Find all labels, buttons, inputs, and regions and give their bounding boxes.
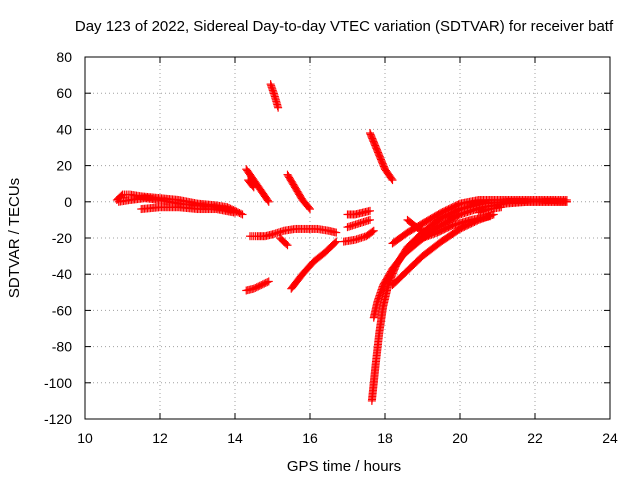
x-tick-label: 14 — [227, 430, 243, 446]
series-arc-16 — [366, 129, 397, 185]
y-tick-label: 40 — [56, 121, 72, 137]
x-tick-label: 16 — [302, 430, 318, 446]
x-tick-label: 12 — [152, 430, 168, 446]
series-arc-11 — [276, 234, 292, 250]
data-point — [367, 228, 376, 237]
series-arc-15 — [339, 226, 378, 246]
data-point — [386, 173, 395, 182]
x-tick-label: 22 — [527, 430, 543, 446]
series-arc-17 — [367, 197, 571, 405]
data-point — [263, 196, 272, 205]
series-arc-13 — [343, 206, 374, 219]
data-point — [495, 203, 504, 212]
series-arc-23 — [474, 203, 506, 217]
x-tick-label: 20 — [452, 430, 468, 446]
y-tick-label: -120 — [44, 411, 72, 427]
data-point — [237, 209, 245, 218]
data-point — [331, 238, 340, 247]
chart-title: Day 123 of 2022, Sidereal Day-to-day VTE… — [75, 18, 614, 35]
data-point — [445, 222, 454, 231]
data-point — [289, 180, 298, 189]
series-arc-8 — [266, 80, 283, 112]
data-point — [303, 202, 312, 211]
data-point — [273, 102, 282, 111]
data-point — [368, 227, 377, 236]
data-point — [387, 174, 396, 183]
series-arc-3 — [137, 203, 239, 217]
data-point — [330, 228, 339, 237]
data-point — [434, 210, 443, 219]
series-arc-7 — [242, 277, 273, 295]
data-point — [453, 211, 462, 220]
y-tick-label: 20 — [56, 158, 72, 174]
data-points — [112, 80, 571, 405]
y-axis-title: SDTVAR / TECUs — [6, 178, 23, 298]
y-tick-label: -40 — [52, 266, 72, 282]
data-point — [364, 216, 373, 225]
y-tick-label: -60 — [52, 302, 72, 318]
data-point — [262, 195, 271, 204]
series-arc-4 — [242, 165, 273, 206]
data-point — [281, 238, 289, 247]
x-tick-label: 10 — [77, 430, 93, 446]
y-tick-label: -80 — [52, 339, 72, 355]
y-tick-label: 60 — [56, 85, 72, 101]
series-arc-12 — [287, 237, 341, 293]
series-arc-22 — [418, 212, 494, 242]
series-arc-5 — [244, 176, 258, 192]
x-axis-title: GPS time / hours — [287, 458, 401, 475]
data-point — [282, 240, 291, 249]
data-point — [248, 182, 257, 191]
data-point — [484, 212, 493, 221]
data-point — [453, 201, 462, 210]
data-point — [229, 208, 238, 217]
data-point — [254, 282, 263, 291]
data-point — [364, 207, 373, 216]
axis-ticks: 10 12 14 16 18 20 22 24 -120 -100 -80 -60 -40 -20 0 20 4… — [44, 49, 618, 446]
y-tick-label: 80 — [56, 49, 72, 65]
data-point — [401, 268, 410, 277]
x-tick-label: 18 — [377, 430, 393, 446]
data-point — [255, 184, 264, 193]
data-point — [296, 193, 305, 202]
y-tick-label: 0 — [64, 194, 72, 210]
data-point — [304, 203, 313, 212]
data-point — [330, 239, 338, 248]
data-point — [247, 180, 256, 189]
data-point — [261, 278, 270, 287]
series-arc-9 — [283, 170, 314, 214]
y-tick-label: -100 — [44, 375, 72, 391]
grid-lines — [85, 57, 610, 419]
series-arc-10 — [268, 224, 341, 239]
data-point — [263, 278, 272, 287]
y-tick-label: -20 — [52, 230, 72, 246]
series-arc-14 — [343, 215, 374, 232]
data-point — [307, 259, 316, 268]
x-tick-label: 24 — [602, 430, 618, 446]
data-point — [561, 195, 570, 204]
